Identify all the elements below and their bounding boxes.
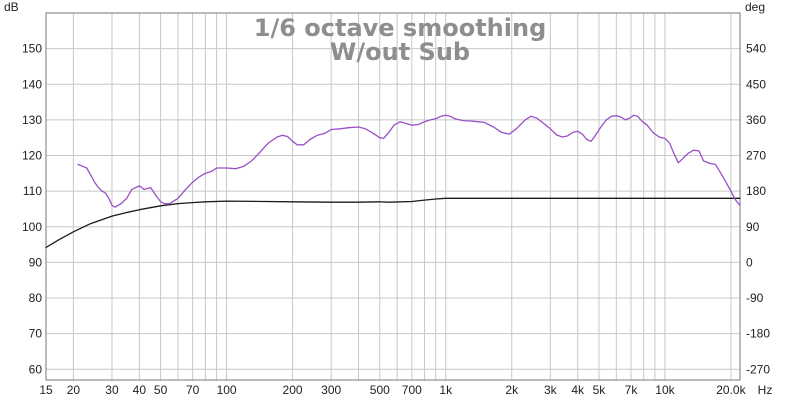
y-tick-label: 90 <box>29 255 43 269</box>
y-tick-label: 110 <box>23 184 42 198</box>
plot-frame <box>45 12 741 381</box>
y2-tick-label: 360 <box>746 113 766 127</box>
y-tick-label: 130 <box>22 113 42 127</box>
x-tick-label: 30 <box>105 383 119 397</box>
x-tick-label: 700 <box>402 383 422 397</box>
y-tick-label: 80 <box>29 291 43 305</box>
y-tick-label: 60 <box>29 362 43 376</box>
x-tick-label: 200 <box>283 383 303 397</box>
y2-tick-label: -270 <box>746 362 770 376</box>
x-tick-label: 70 <box>186 383 200 397</box>
series-line-2 <box>77 114 741 208</box>
x-tick-label: 500 <box>370 383 390 397</box>
x-tick-label: 3k <box>544 383 558 397</box>
y-tick-label: 150 <box>22 42 42 56</box>
y2-tick-label: 270 <box>746 149 766 163</box>
y-tick-label: 70 <box>29 327 43 341</box>
right-axis-unit: deg <box>745 0 765 14</box>
y2-tick-label: 450 <box>746 77 766 91</box>
x-tick-label: 1k <box>439 383 453 397</box>
y2-tick-label: 180 <box>746 184 766 198</box>
chart-title: 1/6 octave smoothing <box>254 14 547 42</box>
y2-tick-label: -180 <box>746 327 770 341</box>
series-lines <box>45 114 741 249</box>
tick-labels: 1501401301201101009080706054045036027018… <box>22 42 770 397</box>
y-tick-label: 100 <box>22 220 42 234</box>
y-tick-label: 140 <box>22 77 42 91</box>
x-tick-label: 100 <box>217 383 237 397</box>
left-axis-unit: dB <box>4 0 19 14</box>
x-tick-label: 10k <box>655 383 675 397</box>
grid <box>46 13 740 380</box>
chart-subtitle: W/out Sub <box>330 38 470 66</box>
y-tick-label: 120 <box>22 149 42 163</box>
y2-tick-label: 90 <box>746 220 760 234</box>
series-line-1 <box>45 197 741 249</box>
x-tick-label: 20 <box>67 383 81 397</box>
x-tick-label: 5k <box>593 383 607 397</box>
x-tick-label: 7k <box>625 383 639 397</box>
x-tick-label: 20.0k <box>716 383 746 397</box>
y2-tick-label: 0 <box>746 255 753 269</box>
x-tick-label: 15 <box>39 383 53 397</box>
x-tick-label: 4k <box>571 383 585 397</box>
y2-tick-label: 540 <box>746 42 766 56</box>
y2-tick-label: -90 <box>746 291 764 305</box>
x-tick-label: 300 <box>321 383 341 397</box>
x-axis-unit: Hz <box>758 383 773 397</box>
x-tick-label: 40 <box>133 383 147 397</box>
x-tick-label: 50 <box>154 383 168 397</box>
x-tick-label: 2k <box>505 383 519 397</box>
